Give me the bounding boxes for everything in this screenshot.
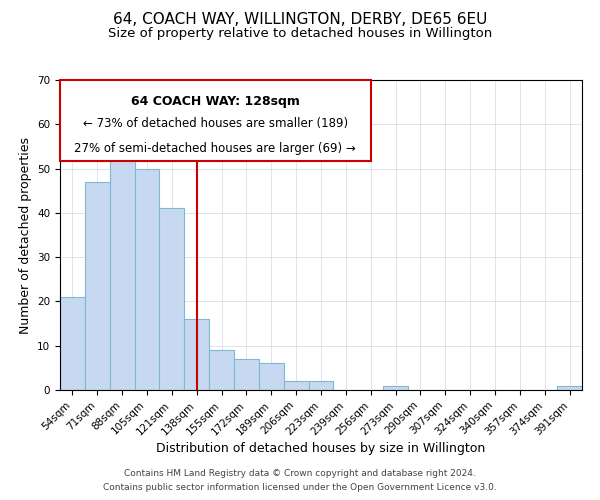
Bar <box>134 168 160 390</box>
Bar <box>85 182 110 390</box>
Bar <box>60 297 85 390</box>
Text: Size of property relative to detached houses in Willington: Size of property relative to detached ho… <box>108 28 492 40</box>
Bar <box>557 386 582 390</box>
Text: Contains public sector information licensed under the Open Government Licence v3: Contains public sector information licen… <box>103 484 497 492</box>
Text: 64 COACH WAY: 128sqm: 64 COACH WAY: 128sqm <box>131 96 300 108</box>
Text: ← 73% of detached houses are smaller (189): ← 73% of detached houses are smaller (18… <box>83 117 348 130</box>
Text: Contains HM Land Registry data © Crown copyright and database right 2024.: Contains HM Land Registry data © Crown c… <box>124 468 476 477</box>
FancyBboxPatch shape <box>60 80 371 160</box>
Bar <box>184 319 209 390</box>
Bar <box>308 381 334 390</box>
Bar <box>209 350 234 390</box>
Text: 27% of semi-detached houses are larger (69) →: 27% of semi-detached houses are larger (… <box>74 142 356 155</box>
Bar <box>110 142 134 390</box>
Text: 64, COACH WAY, WILLINGTON, DERBY, DE65 6EU: 64, COACH WAY, WILLINGTON, DERBY, DE65 6… <box>113 12 487 28</box>
Bar <box>284 381 308 390</box>
X-axis label: Distribution of detached houses by size in Willington: Distribution of detached houses by size … <box>157 442 485 455</box>
Bar <box>383 386 408 390</box>
Bar <box>160 208 184 390</box>
Bar <box>259 364 284 390</box>
Bar <box>234 359 259 390</box>
Y-axis label: Number of detached properties: Number of detached properties <box>19 136 32 334</box>
